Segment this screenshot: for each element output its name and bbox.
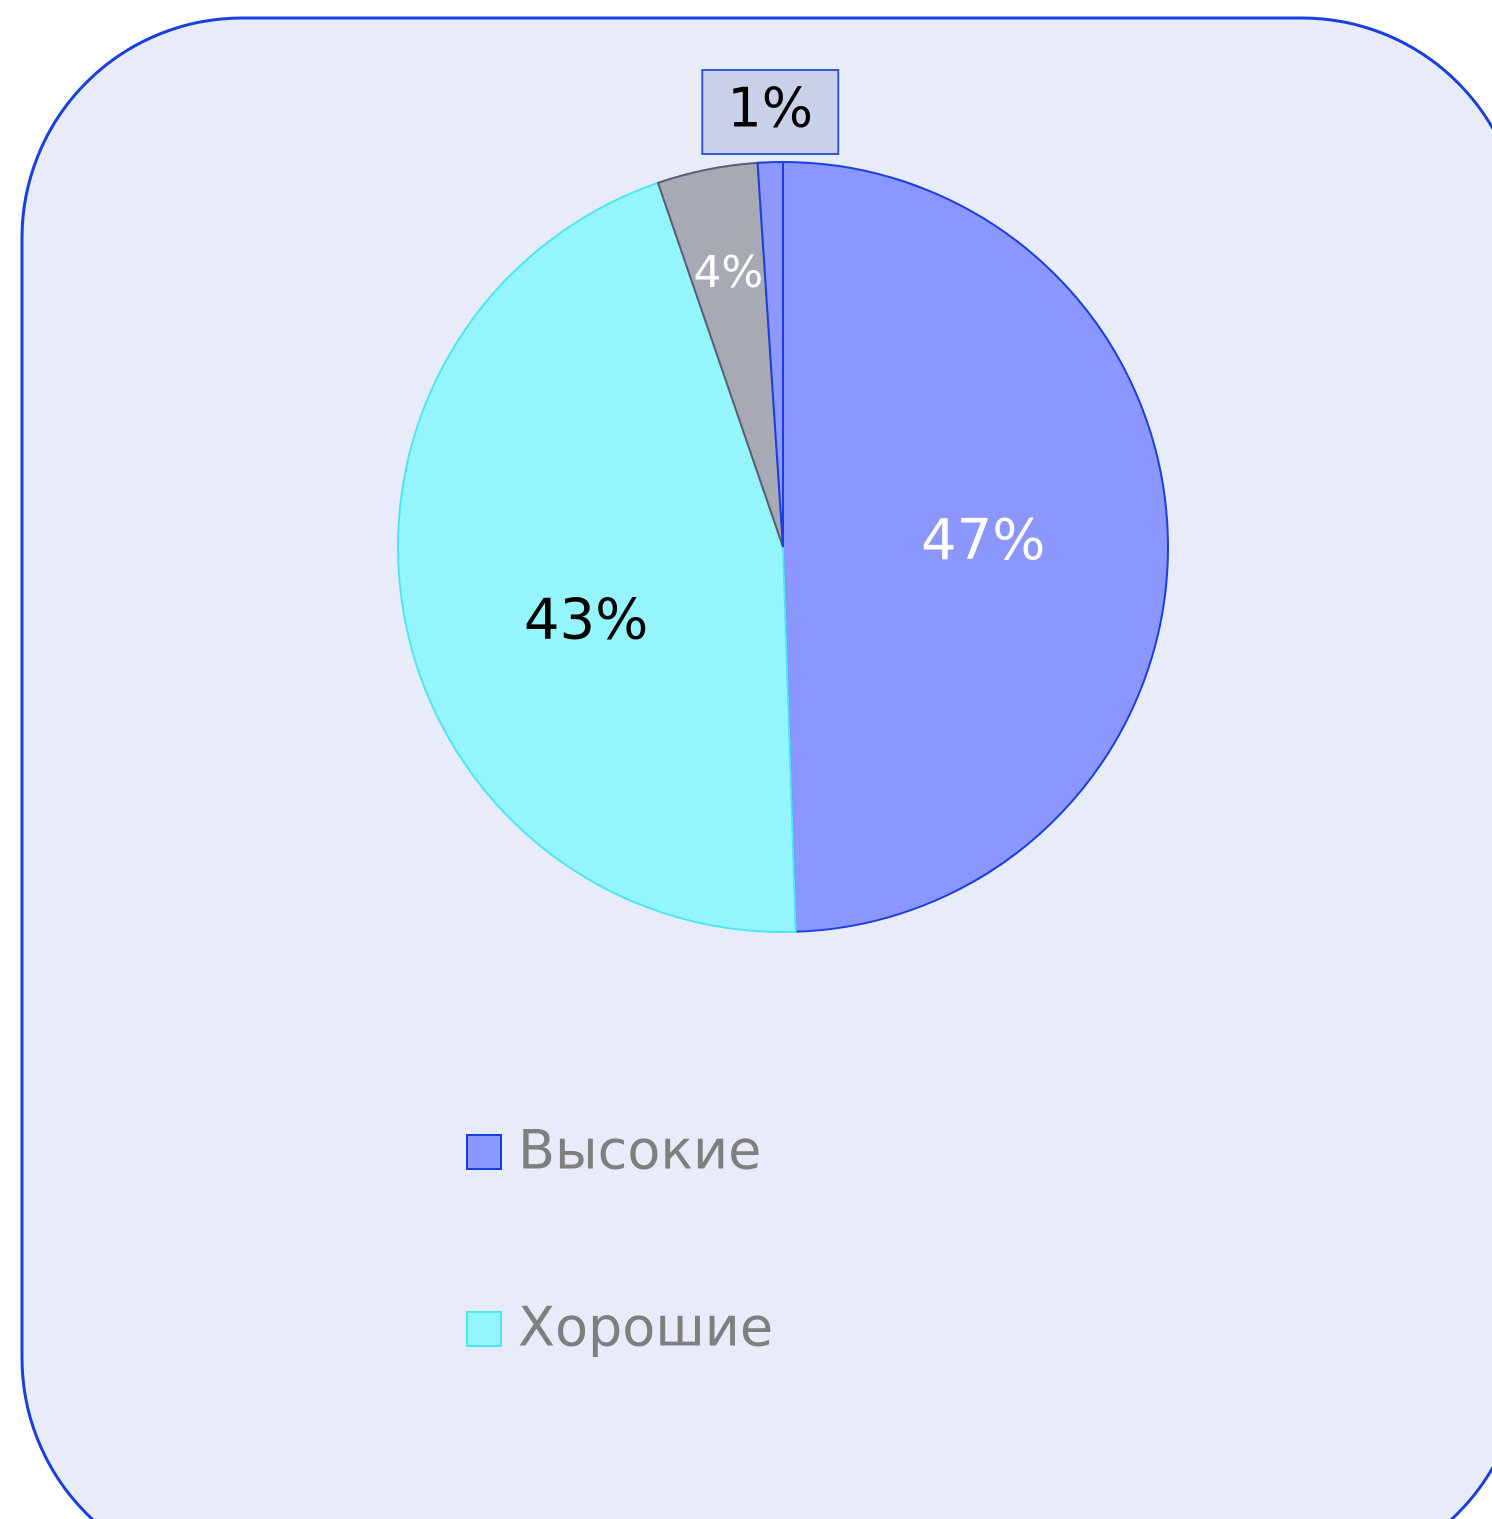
data-label: 43% xyxy=(524,587,648,652)
legend-swatch xyxy=(466,1134,502,1170)
data-label: 47% xyxy=(921,508,1045,573)
legend-label: Высокие xyxy=(518,1119,761,1182)
legend-label: Хорошие xyxy=(518,1296,773,1359)
data-label: 1% xyxy=(727,77,813,140)
pie-slice xyxy=(397,181,797,933)
data-label: 4% xyxy=(693,247,763,298)
data-label-box xyxy=(701,69,840,155)
legend-swatch xyxy=(466,1311,502,1347)
pie-slice xyxy=(756,160,784,548)
pie-slice xyxy=(782,160,1169,933)
